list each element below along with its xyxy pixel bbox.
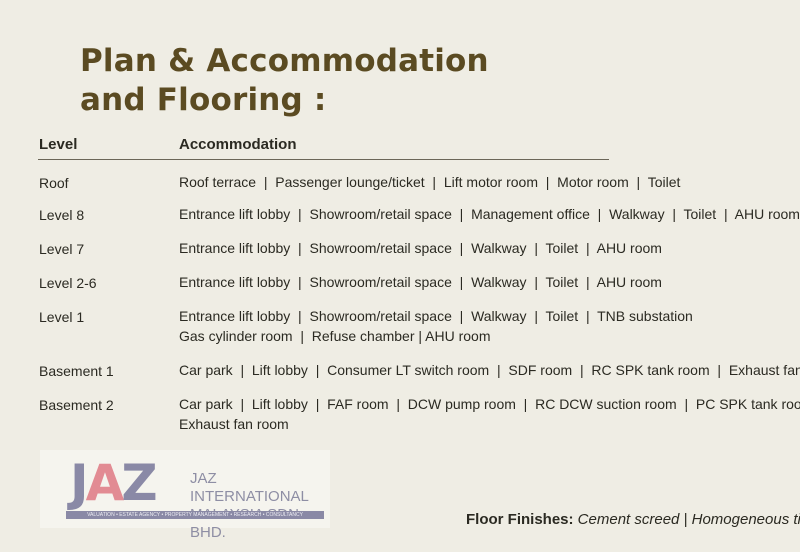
title-line-1: Plan & Accommodation bbox=[80, 43, 489, 79]
logo-services-strip: VALUATION • ESTATE AGENCY • PROPERTY MAN… bbox=[66, 511, 324, 519]
level-label: Level 7 bbox=[39, 241, 85, 257]
logo-mark: JAZ bbox=[70, 454, 158, 512]
title-line-2: and Flooring : bbox=[80, 82, 327, 118]
level-label: Basement 2 bbox=[39, 397, 114, 413]
accommodation-line: Roof terrace | Passenger lounge/ticket |… bbox=[179, 174, 681, 190]
accommodation-cell: Entrance lift lobby | Showroom/retail sp… bbox=[179, 204, 800, 224]
header-accommodation: Accommodation bbox=[179, 136, 297, 153]
floor-finishes-label: Floor Finishes: bbox=[466, 511, 574, 528]
accommodation-cell: Entrance lift lobby | Showroom/retail sp… bbox=[179, 272, 662, 292]
logo-company-name: JAZ INTERNATIONAL MALAYSIA SDN. BHD. bbox=[190, 470, 330, 542]
accommodation-cell: Entrance lift lobby | Showroom/retail sp… bbox=[179, 306, 693, 346]
accommodation-line: Gas cylinder room | Refuse chamber | AHU… bbox=[179, 328, 491, 344]
accommodation-line: Entrance lift lobby | Showroom/retail sp… bbox=[179, 206, 800, 222]
company-line-1: JAZ INTERNATIONAL bbox=[190, 470, 309, 505]
accommodation-line: Exhaust fan room bbox=[179, 416, 289, 432]
level-label: Roof bbox=[39, 175, 69, 191]
accommodation-cell: Car park | Lift lobby | Consumer LT swit… bbox=[179, 360, 800, 380]
header-divider bbox=[38, 159, 609, 160]
level-label: Level 8 bbox=[39, 207, 85, 223]
company-logo: JAZ JAZ INTERNATIONAL MALAYSIA SDN. BHD.… bbox=[40, 450, 330, 541]
accommodation-line: Entrance lift lobby | Showroom/retail sp… bbox=[179, 274, 662, 290]
accommodation-line: Entrance lift lobby | Showroom/retail sp… bbox=[179, 240, 662, 256]
level-label: Level 1 bbox=[39, 309, 85, 325]
level-label: Basement 1 bbox=[39, 363, 114, 379]
header-level: Level bbox=[39, 136, 78, 153]
level-label: Level 2-6 bbox=[39, 275, 97, 291]
page-title: Plan & Accommodation and Flooring : bbox=[80, 42, 489, 120]
accommodation-cell: Roof terrace | Passenger lounge/ticket |… bbox=[179, 172, 680, 192]
accommodation-cell: Entrance lift lobby | Showroom/retail sp… bbox=[179, 238, 662, 258]
accommodation-line: Car park | Lift lobby | Consumer LT swit… bbox=[179, 362, 800, 378]
accommodation-line: Car park | Lift lobby | FAF room | DCW p… bbox=[179, 396, 800, 412]
floor-finishes: Floor Finishes: Cement screed | Homogene… bbox=[466, 511, 800, 528]
accommodation-cell: Car park | Lift lobby | FAF room | DCW p… bbox=[179, 394, 800, 434]
floor-finishes-value: Cement screed | Homogeneous til bbox=[573, 511, 800, 528]
accommodation-line: Entrance lift lobby | Showroom/retail sp… bbox=[179, 308, 693, 324]
